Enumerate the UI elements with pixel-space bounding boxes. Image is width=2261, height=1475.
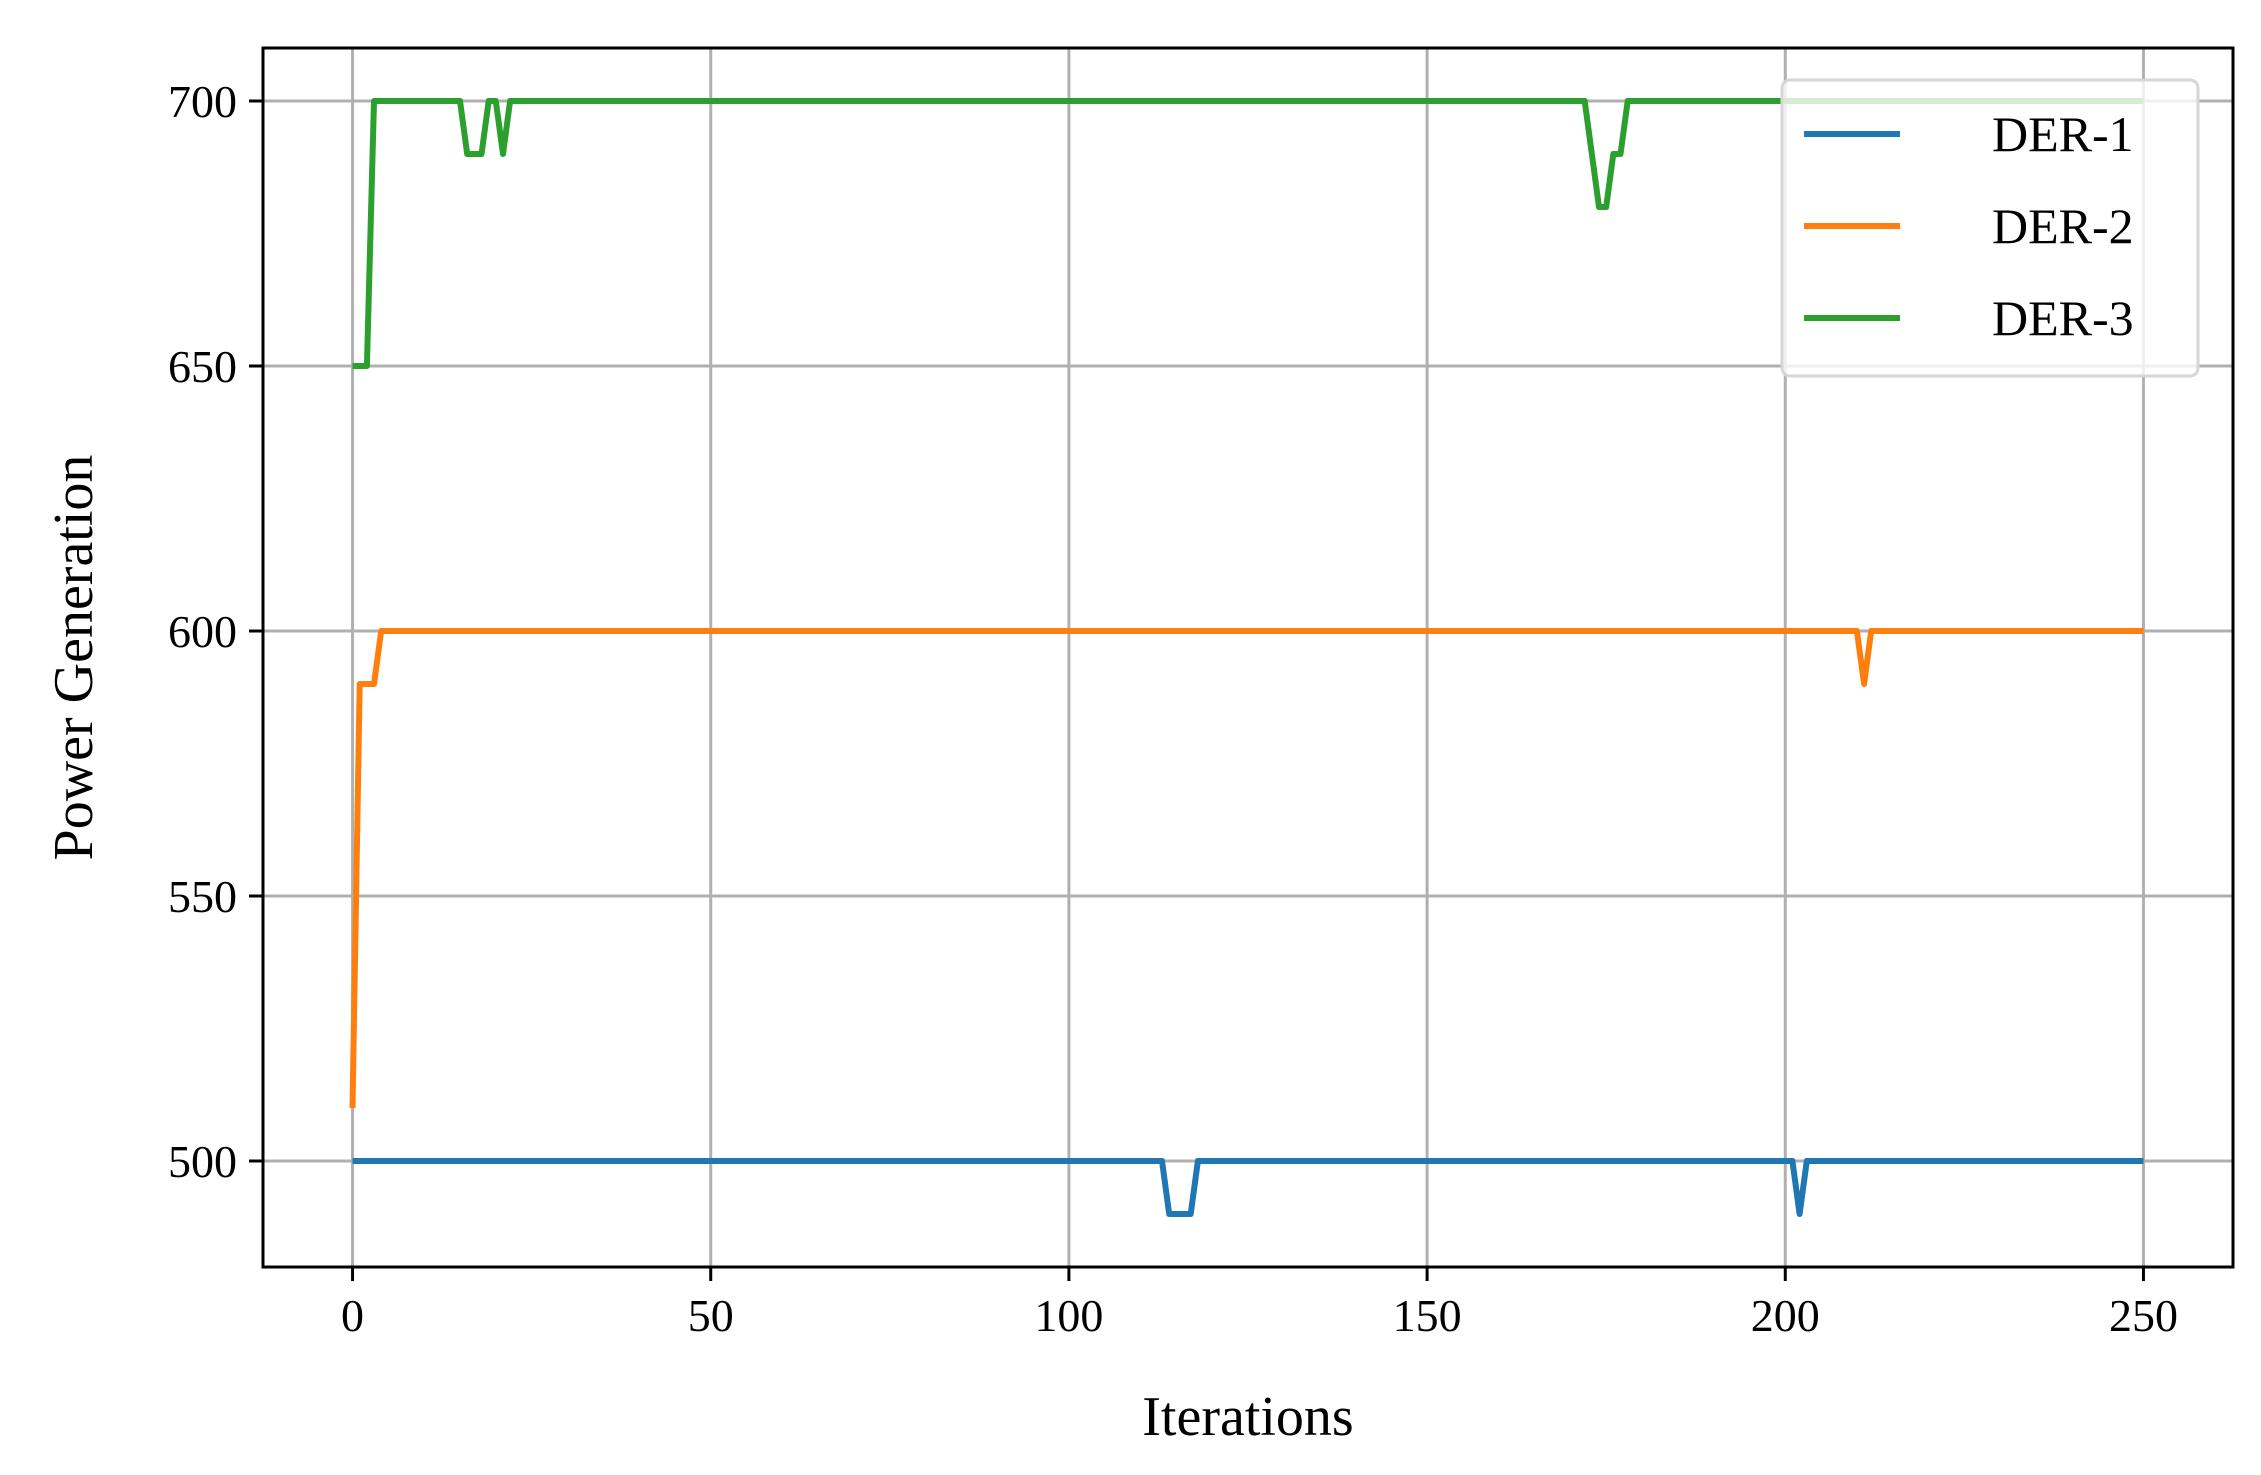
series-lines	[349, 98, 2144, 1217]
y-axis-ticks: 500 550 600 650 700	[168, 76, 263, 1187]
y-tick-label: 550	[168, 871, 237, 922]
plot-area-frame	[261, 46, 2235, 1269]
series-line-der-2	[349, 628, 2144, 1109]
y-tick-label: 500	[168, 1136, 237, 1187]
legend-box	[1780, 78, 2200, 378]
y-tick-label: 600	[168, 606, 237, 657]
y-tick-label: 700	[168, 76, 237, 127]
y-tick-label: 650	[168, 341, 237, 392]
x-tick-label: 100	[1034, 1290, 1103, 1341]
x-axis-title: Iterations	[1142, 1386, 1353, 1448]
x-tick-label: 250	[2109, 1290, 2178, 1341]
series-line-der-1	[352, 1158, 2144, 1217]
x-axis-ticks: 0 50 100 150 200 250	[341, 1267, 2178, 1341]
x-tick-label: 50	[688, 1290, 734, 1341]
x-tick-label: 200	[1751, 1290, 1820, 1341]
legend-entry-label: DER-2	[1992, 198, 2134, 254]
y-axis-title: Power Generation	[43, 455, 105, 861]
legend-entry-label: DER-3	[1992, 290, 2134, 346]
series-line-der-3	[352, 98, 2144, 369]
x-tick-label: 150	[1393, 1290, 1462, 1341]
x-tick-label: 0	[341, 1290, 364, 1341]
legend: DER-1 DER-2 DER-3	[1780, 78, 2200, 378]
legend-entry-label: DER-1	[1992, 106, 2134, 162]
